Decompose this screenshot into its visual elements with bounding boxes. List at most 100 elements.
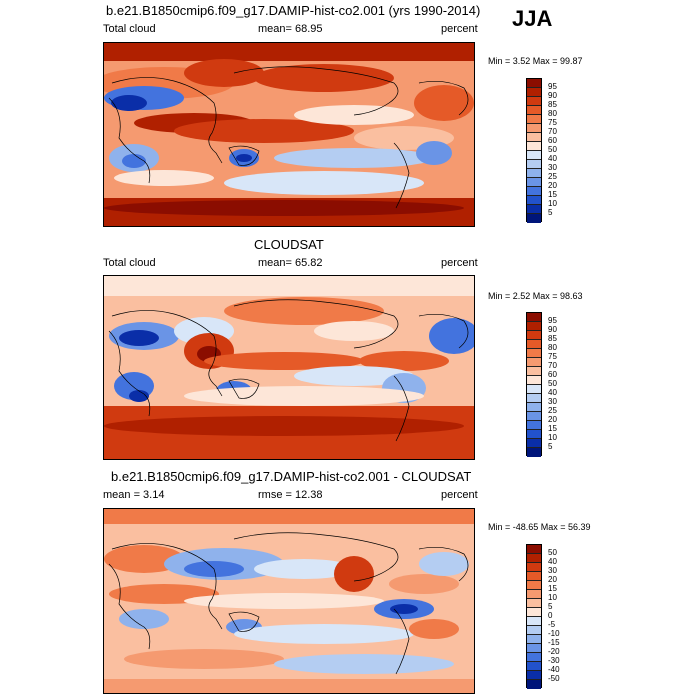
panel2-colorbar: 95 90 85 80 75 70 60 50 40 30 25 20 15 10 5: [526, 312, 557, 457]
colorbar-swatch: [527, 124, 541, 133]
colorbar-tick-label: 10: [548, 593, 557, 602]
colorbar-swatch: [527, 79, 541, 88]
colorbar-tick-label: 85: [548, 100, 557, 109]
colorbar-swatch: [527, 572, 541, 581]
panel2-mean-label: mean= 65.82: [258, 257, 323, 269]
colorbar-tick-label: 75: [548, 118, 557, 127]
colorbar-tick-label: 15: [548, 424, 557, 433]
colorbar-swatch: [527, 313, 541, 322]
colorbar-tick-label: -15: [548, 638, 560, 647]
colorbar-swatch: [527, 322, 541, 331]
colorbar-swatch: [527, 394, 541, 403]
panel1-units-label: percent: [441, 23, 478, 35]
colorbar-tick-label: -20: [548, 647, 560, 656]
colorbar-swatch: [527, 331, 541, 340]
colorbar-swatch: [527, 88, 541, 97]
colorbar-swatch: [527, 680, 541, 689]
colorbar-swatch: [527, 169, 541, 178]
colorbar-tick-label: 25: [548, 406, 557, 415]
colorbar-tick-label: 30: [548, 163, 557, 172]
colorbar-swatch: [527, 635, 541, 644]
panel3-minmax: Min = -48.65 Max = 56.39: [488, 522, 591, 532]
panel3-units-label: percent: [441, 489, 478, 501]
colorbar-tick-label: 40: [548, 154, 557, 163]
panel1-map: [103, 42, 475, 227]
colorbar-tick-label: -10: [548, 629, 560, 638]
colorbar-tick-label: 80: [548, 343, 557, 352]
colorbar-swatch: [527, 187, 541, 196]
colorbar-tick-label: 5: [548, 442, 553, 451]
panel1-mean-label: mean= 68.95: [258, 23, 323, 35]
colorbar-swatch: [527, 599, 541, 608]
colorbar-tick-label: 50: [548, 145, 557, 154]
colorbar-swatches: [526, 544, 542, 689]
panel2-units-label: percent: [441, 257, 478, 269]
colorbar-tick-label: 40: [548, 557, 557, 566]
colorbar-swatch: [527, 563, 541, 572]
colorbar-swatch: [527, 205, 541, 214]
colorbar-swatch: [527, 340, 541, 349]
colorbar-tick-label: 20: [548, 575, 557, 584]
colorbar-tick-label: 60: [548, 370, 557, 379]
colorbar-tick-label: 5: [548, 208, 553, 217]
panel3-colorbar: 50 40 30 20 15 10 5 0 -5 -10 -15 -20 -30 -40 -50: [526, 544, 560, 689]
colorbar-swatch: [527, 403, 541, 412]
colorbar-tick-label: 10: [548, 199, 557, 208]
colorbar-tick-label: 60: [548, 136, 557, 145]
colorbar-tick-label: -5: [548, 620, 556, 629]
panel3-title: b.e21.B1850cmip6.f09_g17.DAMIP-hist-co2.…: [111, 469, 472, 484]
colorbar-swatch: [527, 97, 541, 106]
panel2-title: CLOUDSAT: [254, 237, 324, 252]
colorbar-swatch: [527, 142, 541, 151]
colorbar-tick-label: 20: [548, 415, 557, 424]
colorbar-tick-label: -50: [548, 674, 560, 683]
panel3-mean-label: mean = 3.14: [103, 489, 165, 501]
colorbar-swatch: [527, 178, 541, 187]
colorbar-tick-label: 30: [548, 566, 557, 575]
colorbar-swatch: [527, 671, 541, 680]
colorbar-swatch: [527, 106, 541, 115]
colorbar-tick-label: 10: [548, 433, 557, 442]
colorbar-tick-label: 90: [548, 91, 557, 100]
colorbar-tick-label: 15: [548, 584, 557, 593]
colorbar-swatch: [527, 653, 541, 662]
colorbar-swatch: [527, 608, 541, 617]
panel2-map: [103, 275, 475, 460]
colorbar-swatch: [527, 590, 541, 599]
colorbar-swatch: [527, 160, 541, 169]
panel3-map: [103, 508, 475, 694]
colorbar-swatch: [527, 349, 541, 358]
colorbar-swatch: [527, 412, 541, 421]
colorbar-swatch: [527, 448, 541, 457]
colorbar-swatch: [527, 376, 541, 385]
colorbar-tick-label: 85: [548, 334, 557, 343]
colorbar-tick-label: -30: [548, 656, 560, 665]
colorbar-swatch: [527, 151, 541, 160]
colorbar-swatch: [527, 358, 541, 367]
panel1-minmax: Min = 3.52 Max = 99.87: [488, 56, 583, 66]
colorbar-swatch: [527, 430, 541, 439]
colorbar-tick-label: 80: [548, 109, 557, 118]
colorbar-swatch: [527, 439, 541, 448]
colorbar-tick-label: 90: [548, 325, 557, 334]
colorbar-tick-label: -40: [548, 665, 560, 674]
colorbar-swatch: [527, 581, 541, 590]
colorbar-swatch: [527, 554, 541, 563]
season-label: JJA: [512, 6, 553, 31]
colorbar-tick-label: 0: [548, 611, 553, 620]
colorbar-swatch: [527, 115, 541, 124]
panel2-field-label: Total cloud: [103, 257, 156, 269]
colorbar-swatch: [527, 421, 541, 430]
colorbar-tick-label: 50: [548, 548, 557, 557]
colorbar-tick-label: 40: [548, 388, 557, 397]
colorbar-swatch: [527, 133, 541, 142]
colorbar-tick-label: 50: [548, 379, 557, 388]
colorbar-tick-label: 15: [548, 190, 557, 199]
colorbar-swatch: [527, 385, 541, 394]
colorbar-tick-label: 95: [548, 82, 557, 91]
colorbar-swatch: [527, 626, 541, 635]
colorbar-tick-label: 70: [548, 127, 557, 136]
colorbar-swatch: [527, 214, 541, 223]
colorbar-swatch: [527, 367, 541, 376]
colorbar-swatch: [527, 196, 541, 205]
